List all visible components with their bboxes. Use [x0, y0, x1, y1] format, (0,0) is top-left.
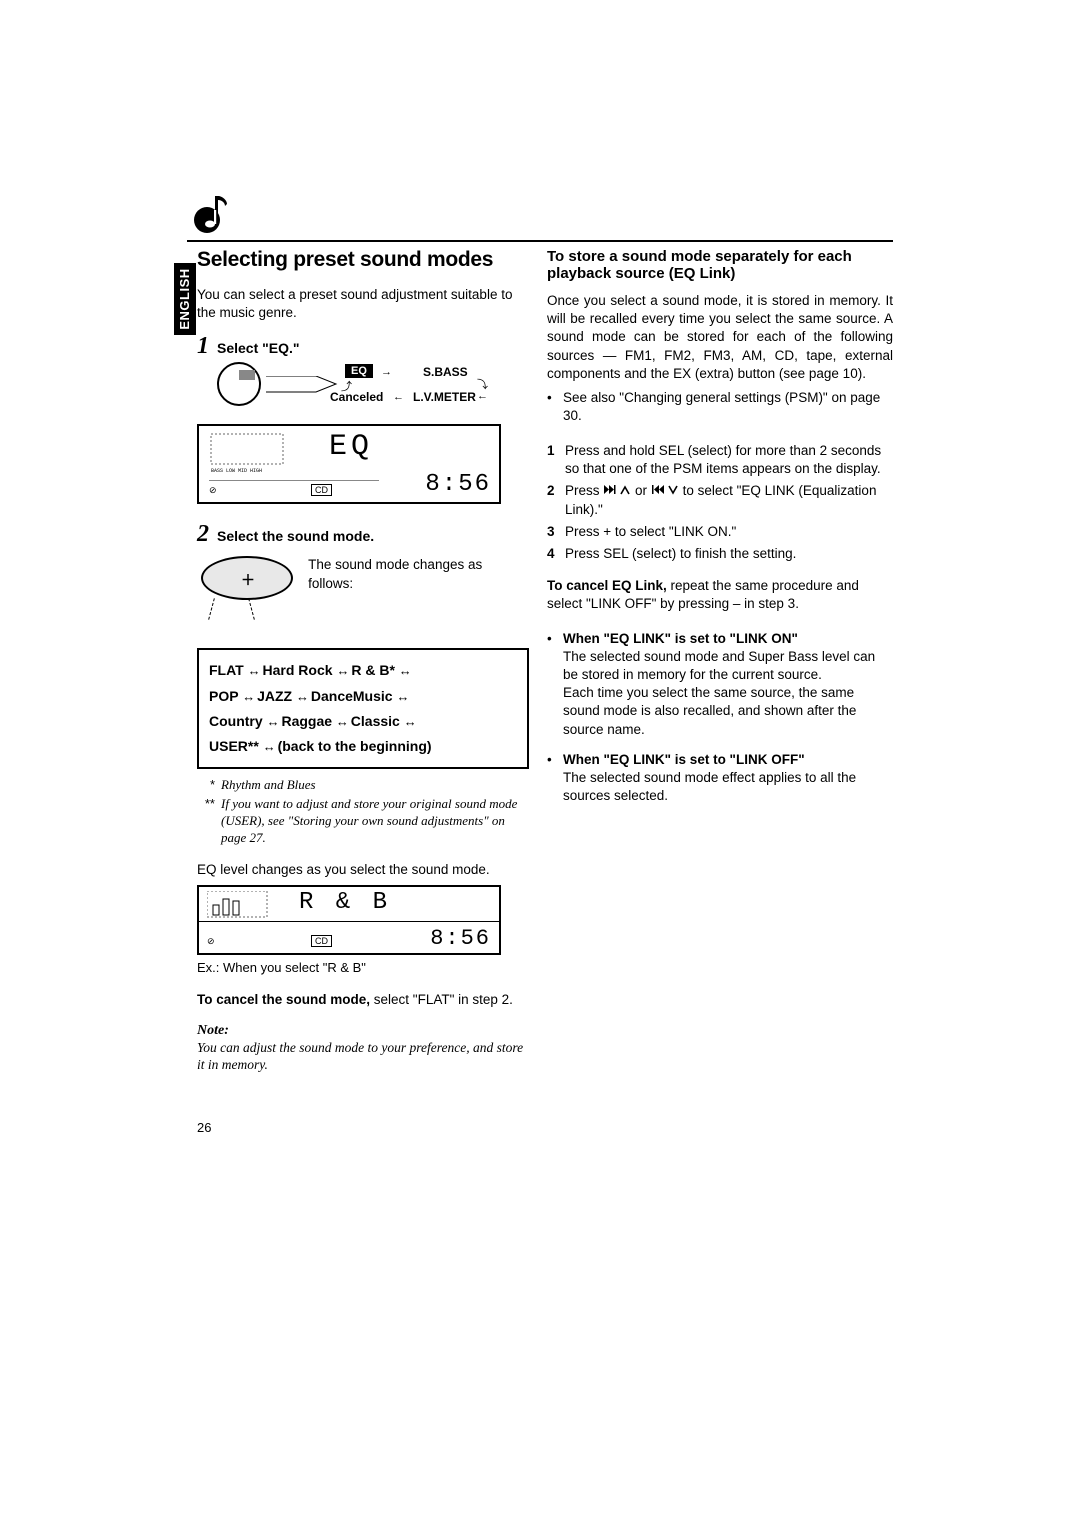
- sbass-label: S.BASS: [423, 365, 468, 379]
- bullet-text: See also "Changing general settings (PSM…: [563, 389, 893, 425]
- modes-line: Country ↔ Raggae ↔ Classic ↔: [209, 709, 517, 734]
- eq-bars-icon: BASS LOW MID HIGH: [209, 432, 285, 472]
- left-column: Selecting preset sound modes You can sel…: [197, 248, 529, 1074]
- dpad-diagram: ＋ The sound mode changes as follows:: [197, 552, 529, 622]
- modes-line: FLAT ↔ Hard Rock ↔ R & B* ↔: [209, 658, 517, 683]
- lcd-time: 8:56: [425, 471, 491, 498]
- eq-badge: EQ: [345, 364, 373, 378]
- step-1: 1 Select "EQ.": [197, 334, 529, 358]
- sel-button-icon: [217, 362, 261, 406]
- note-body: You can adjust the sound mode to your pr…: [197, 1039, 529, 1074]
- ol-step-3: 3Press + to select "LINK ON.": [547, 523, 893, 541]
- link-off-body: The selected sound mode effect applies t…: [563, 770, 856, 803]
- lcd-time: 8:56: [430, 926, 491, 951]
- lcd-sub-bars: [209, 480, 379, 498]
- lcd-display-2: R & B ⊘ CD 8:56: [197, 885, 501, 955]
- lcd2-caption: Ex.: When you select "R & B": [197, 959, 529, 977]
- link-off-heading: When "EQ LINK" is set to "LINK OFF": [563, 752, 805, 767]
- arrow-icon: →: [381, 366, 392, 378]
- step-label: Select the sound mode.: [217, 528, 374, 544]
- eq-bars-icon: [207, 891, 283, 919]
- lvmeter-label: L.V.METER: [413, 390, 476, 404]
- modes-line: USER** ↔ (back to the beginning): [209, 734, 517, 759]
- step-label: Select "EQ.": [217, 340, 300, 356]
- section-heading: Selecting preset sound modes: [197, 248, 529, 272]
- prev-down-icon: [651, 482, 679, 500]
- svg-text:BASS LOW MID HIGH: BASS LOW MID HIGH: [211, 468, 262, 472]
- canceled-label: Canceled: [330, 390, 383, 404]
- ol-step-2: 2 Press or to select "EQ LINK (Equalizat…: [547, 482, 893, 519]
- page-number: 26: [197, 1120, 211, 1135]
- bullet-icon: •: [547, 389, 557, 425]
- lcd-main-text: R & B: [299, 889, 391, 916]
- divider: [187, 240, 893, 242]
- next-up-icon: [603, 482, 631, 500]
- bullet-icon: •: [547, 630, 557, 739]
- lcd-main-text: EQ: [329, 430, 373, 464]
- music-note-icon: [187, 190, 233, 236]
- eqlink-para: Once you select a sound mode, it is stor…: [547, 292, 893, 383]
- step-number: 1: [197, 334, 209, 358]
- eqlink-heading: To store a sound mode separately for eac…: [547, 248, 893, 282]
- cd-badge: CD: [311, 484, 332, 496]
- eq-cycle-diagram: EQ → S.BASS ⤵ Canceled ← L.V.METER ← ⤴: [217, 364, 519, 414]
- link-on-body: The selected sound mode and Super Bass l…: [563, 649, 875, 682]
- cancel-sound-text: To cancel the sound mode, select "FLAT" …: [197, 991, 529, 1009]
- modes-line: POP ↔ JAZZ ↔ DanceMusic ↔: [209, 684, 517, 709]
- footnote-mark: *: [197, 777, 215, 794]
- intro-text: You can select a preset sound adjustment…: [197, 286, 529, 322]
- link-on-body2: Each time you select the same source, th…: [563, 685, 856, 736]
- cancel-eqlink-text: To cancel EQ Link, repeat the same proce…: [547, 577, 893, 613]
- dpad-icon: ＋: [197, 552, 296, 622]
- right-column: To store a sound mode separately for eac…: [547, 248, 893, 810]
- footnotes: * Rhythm and Blues ** If you want to adj…: [197, 777, 529, 847]
- link-on-heading: When "EQ LINK" is set to "LINK ON": [563, 631, 798, 646]
- step-2: 2 Select the sound mode.: [197, 522, 529, 546]
- step-2-desc: The sound mode changes as follows:: [308, 556, 529, 592]
- ol-step-1: 1Press and hold SEL (select) for more th…: [547, 442, 893, 478]
- lcd-display-1: BASS LOW MID HIGH EQ ⊘ CD 8:56: [197, 424, 501, 504]
- step-number: 2: [197, 522, 209, 546]
- lcd-badge: ⊘: [209, 485, 217, 496]
- bullet-icon: •: [547, 751, 557, 806]
- arrow-icon: ⤴: [341, 378, 352, 394]
- sound-modes-box: FLAT ↔ Hard Rock ↔ R & B* ↔ POP ↔ JAZZ ↔…: [197, 648, 529, 769]
- ol-step-4: 4Press SEL (select) to finish the settin…: [547, 545, 893, 563]
- footnote-mark: **: [197, 796, 215, 847]
- footnote-text: If you want to adjust and store your ori…: [221, 796, 529, 847]
- arrow-icon: ←: [477, 390, 488, 402]
- footnote-text: Rhythm and Blues: [221, 777, 529, 794]
- note-heading: Note:: [197, 1023, 529, 1039]
- cd-badge: CD: [311, 935, 332, 947]
- eq-change-text: EQ level changes as you select the sound…: [197, 861, 529, 879]
- language-tab: ENGLISH: [174, 263, 196, 335]
- lcd-badge: ⊘: [207, 936, 215, 947]
- arrow-icon: ←: [393, 391, 404, 403]
